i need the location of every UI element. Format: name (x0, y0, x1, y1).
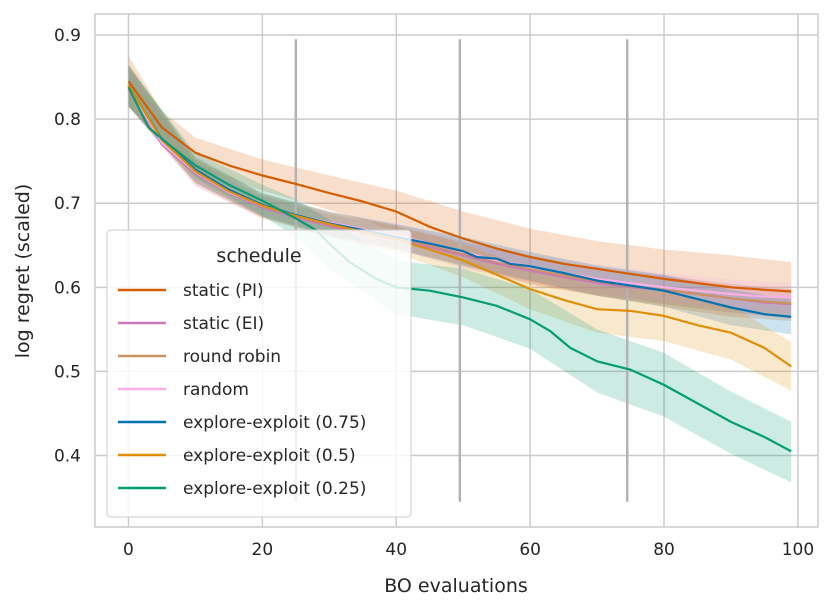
line-static-pi- (127, 80, 792, 293)
legend-label: explore-exploit (0.5) (183, 446, 356, 466)
y-tick-label: 0.7 (54, 194, 81, 214)
series-lines (127, 80, 792, 453)
band-static-pi- (128, 56, 792, 321)
x-axis-ticks: 0 20 40 60 80 100 (123, 540, 814, 560)
legend-label: round robin (183, 347, 281, 367)
y-tick-label: 0.8 (54, 110, 81, 130)
x-tick-label: 100 (782, 540, 814, 560)
legend-label: explore-exploit (0.75) (183, 413, 366, 433)
legend-title: schedule (216, 245, 301, 267)
legend-label: explore-exploit (0.25) (183, 479, 366, 499)
band-round-robin (128, 64, 792, 318)
x-tick-label: 40 (385, 540, 407, 560)
line-explore-exploit-0-25- (127, 86, 792, 453)
y-tick-label: 0.4 (54, 447, 81, 467)
x-tick-label: 20 (252, 540, 274, 560)
legend-items: static (PI) static (EI) round robin random e… (118, 281, 366, 499)
legend-label: static (PI) (183, 281, 264, 301)
line-explore-exploit-0-5- (127, 84, 792, 368)
band-explore-exploit-0-5- (128, 64, 792, 391)
y-tick-label: 0.5 (54, 362, 81, 382)
x-tick-label: 80 (653, 540, 675, 560)
y-axis-ticks: 0.4 0.5 0.6 0.7 0.8 0.9 (54, 26, 81, 466)
y-tick-label: 0.6 (54, 278, 81, 298)
legend-box (106, 229, 412, 518)
legend-label: random (183, 380, 249, 400)
legend: schedule static (PI) static (EI) round rob… (106, 229, 412, 518)
legend-label: static (EI) (183, 314, 264, 334)
x-tick-label: 0 (123, 540, 134, 560)
y-axis-title: log regret (scaled) (12, 184, 34, 359)
y-tick-label: 0.9 (54, 26, 81, 46)
x-axis-title: BO evaluations (384, 575, 528, 597)
x-tick-label: 60 (519, 540, 541, 560)
